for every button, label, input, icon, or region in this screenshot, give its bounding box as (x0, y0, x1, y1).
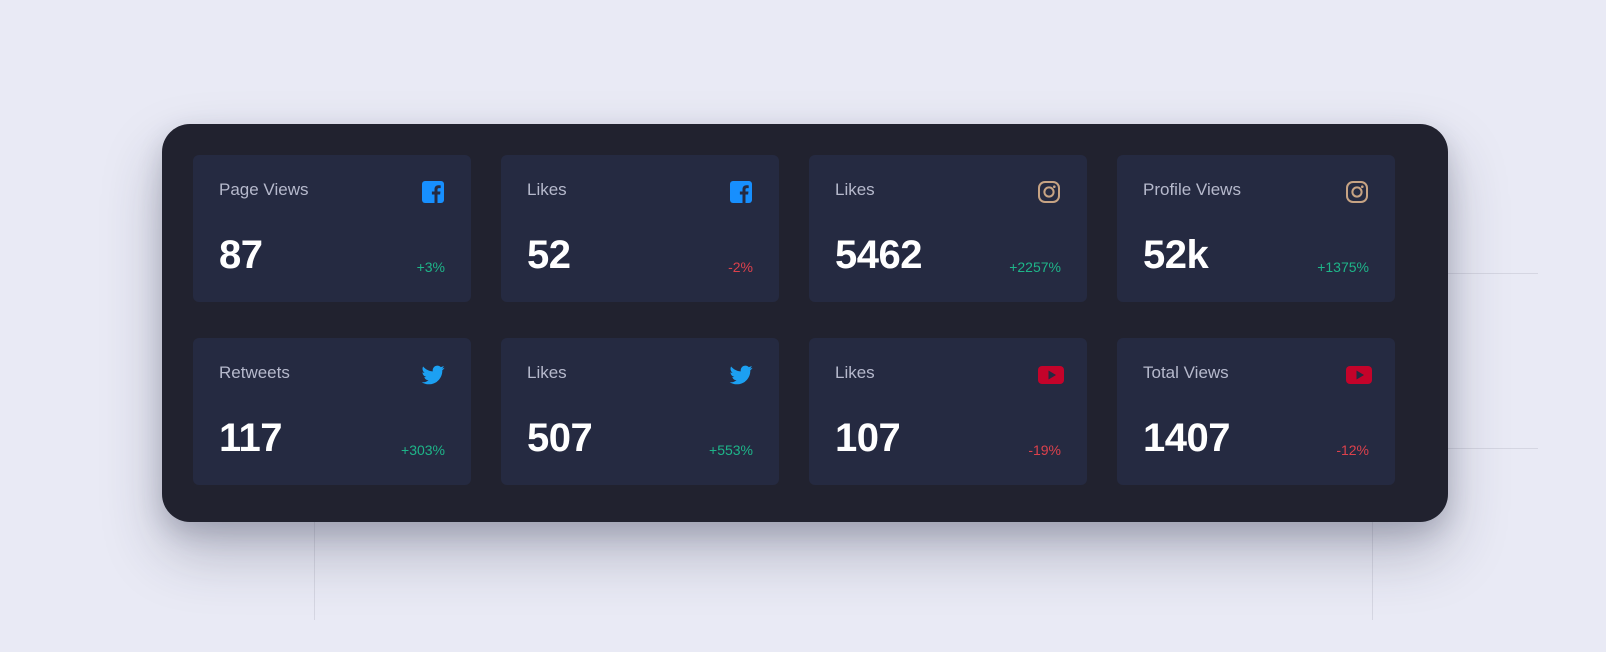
stat-value: 117 (219, 416, 283, 460)
stat-label: Page Views (219, 180, 309, 199)
stat-change: -19% (1028, 442, 1061, 458)
guide-line (1448, 273, 1538, 274)
stat-label: Profile Views (1143, 180, 1241, 199)
stat-change: +303% (401, 442, 445, 458)
guide-line (1448, 448, 1538, 449)
stat-change: +2257% (1009, 259, 1061, 275)
stat-label: Total Views (1143, 363, 1229, 382)
stat-value: 52 (527, 233, 571, 277)
stat-card-facebook-page-views[interactable]: Page Views 87 +3% (193, 155, 471, 302)
facebook-icon (729, 180, 753, 204)
stats-panel: Page Views 87 +3% Likes 52 -2% Likes 546… (162, 124, 1448, 522)
stat-value: 507 (527, 416, 593, 460)
twitter-icon (729, 363, 753, 387)
facebook-icon (421, 180, 445, 204)
stat-label: Likes (835, 363, 875, 382)
stat-value: 1407 (1143, 416, 1230, 460)
stat-change: +1375% (1317, 259, 1369, 275)
instagram-icon (1037, 180, 1061, 204)
stat-label: Likes (527, 180, 567, 199)
twitter-icon (421, 363, 445, 387)
stat-card-twitter-retweets[interactable]: Retweets 117 +303% (193, 338, 471, 485)
stat-card-youtube-total-views[interactable]: Total Views 1407 -12% (1117, 338, 1395, 485)
youtube-icon (1037, 363, 1065, 387)
youtube-icon (1345, 363, 1373, 387)
stat-value: 52k (1143, 233, 1209, 277)
stat-label: Retweets (219, 363, 290, 382)
stat-label: Likes (527, 363, 567, 382)
stat-card-twitter-likes[interactable]: Likes 507 +553% (501, 338, 779, 485)
stat-change: -2% (728, 259, 753, 275)
stat-card-facebook-likes[interactable]: Likes 52 -2% (501, 155, 779, 302)
stat-value: 87 (219, 233, 263, 277)
guide-line (314, 510, 315, 620)
stat-value: 5462 (835, 233, 922, 277)
stat-card-instagram-profile-views[interactable]: Profile Views 52k +1375% (1117, 155, 1395, 302)
guide-line (1372, 510, 1373, 620)
stat-change: +3% (416, 259, 445, 275)
stat-card-youtube-likes[interactable]: Likes 107 -19% (809, 338, 1087, 485)
instagram-icon (1345, 180, 1369, 204)
stat-change: -12% (1336, 442, 1369, 458)
stat-value: 107 (835, 416, 901, 460)
stat-change: +553% (709, 442, 753, 458)
stat-card-instagram-likes[interactable]: Likes 5462 +2257% (809, 155, 1087, 302)
stat-label: Likes (835, 180, 875, 199)
